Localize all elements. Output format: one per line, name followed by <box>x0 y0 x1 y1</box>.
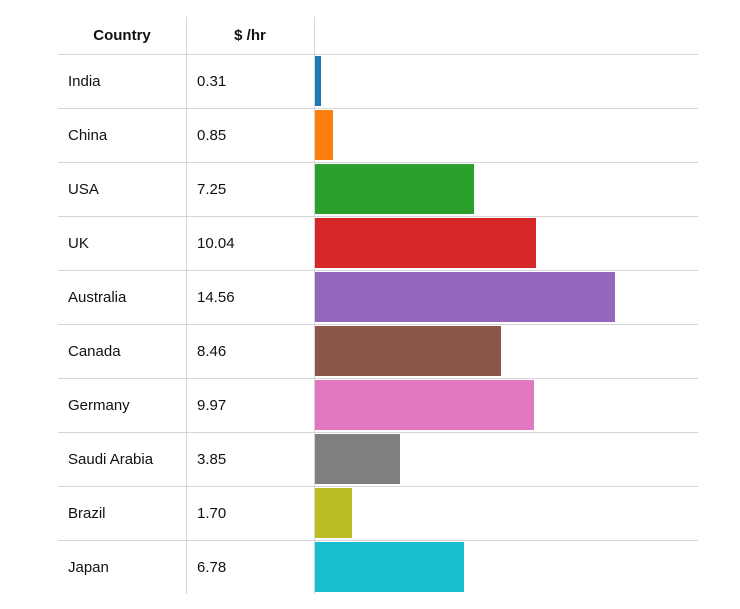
hourly-rate: 1.70 <box>197 505 227 522</box>
table-row: USA 7.25 <box>58 163 698 217</box>
wage-table: Country $ /hr India 0.31 China 0.85 USA 7.25 U… <box>58 17 698 594</box>
header-rate: $ /hr <box>234 27 266 44</box>
table-row: China 0.85 <box>58 109 698 163</box>
table-header: Country $ /hr <box>58 17 698 55</box>
hourly-rate: 9.97 <box>197 397 227 414</box>
rate-bar <box>315 380 534 430</box>
rate-bar <box>315 110 333 160</box>
rate-bar <box>315 488 352 538</box>
rate-bar <box>315 434 400 484</box>
country-name: Brazil <box>68 505 106 522</box>
table-row: Germany 9.97 <box>58 379 698 433</box>
country-name: China <box>68 127 108 144</box>
hourly-rate: 7.25 <box>197 181 227 198</box>
table-body: India 0.31 China 0.85 USA 7.25 UK 10.04 Australi… <box>58 55 698 594</box>
rate-bar <box>315 56 321 106</box>
table-row: Saudi Arabia 3.85 <box>58 433 698 487</box>
table-row: Canada 8.46 <box>58 325 698 379</box>
table-row: Japan 6.78 <box>58 541 698 594</box>
rate-bar <box>315 542 464 592</box>
country-name: Canada <box>68 343 121 360</box>
rate-bar <box>315 326 501 376</box>
country-name: Australia <box>68 289 127 306</box>
country-name: UK <box>68 235 89 252</box>
column-divider-2 <box>314 17 315 594</box>
column-divider-1 <box>186 17 187 594</box>
table-row: Brazil 1.70 <box>58 487 698 541</box>
country-name: Germany <box>68 397 130 414</box>
hourly-rate: 3.85 <box>197 451 227 468</box>
country-name: USA <box>68 181 99 198</box>
table-row: UK 10.04 <box>58 217 698 271</box>
hourly-rate: 0.85 <box>197 127 227 144</box>
hourly-rate: 0.31 <box>197 73 227 90</box>
rate-bar <box>315 164 474 214</box>
rate-bar <box>315 218 536 268</box>
country-name: Saudi Arabia <box>68 451 154 468</box>
rate-bar <box>315 272 615 322</box>
hourly-rate: 10.04 <box>197 235 235 252</box>
header-country: Country <box>93 27 151 44</box>
table-row: India 0.31 <box>58 55 698 109</box>
hourly-rate: 14.56 <box>197 289 235 306</box>
hourly-rate: 8.46 <box>197 343 227 360</box>
country-name: India <box>68 73 101 90</box>
hourly-rate: 6.78 <box>197 559 227 576</box>
country-name: Japan <box>68 559 109 576</box>
table-row: Australia 14.56 <box>58 271 698 325</box>
